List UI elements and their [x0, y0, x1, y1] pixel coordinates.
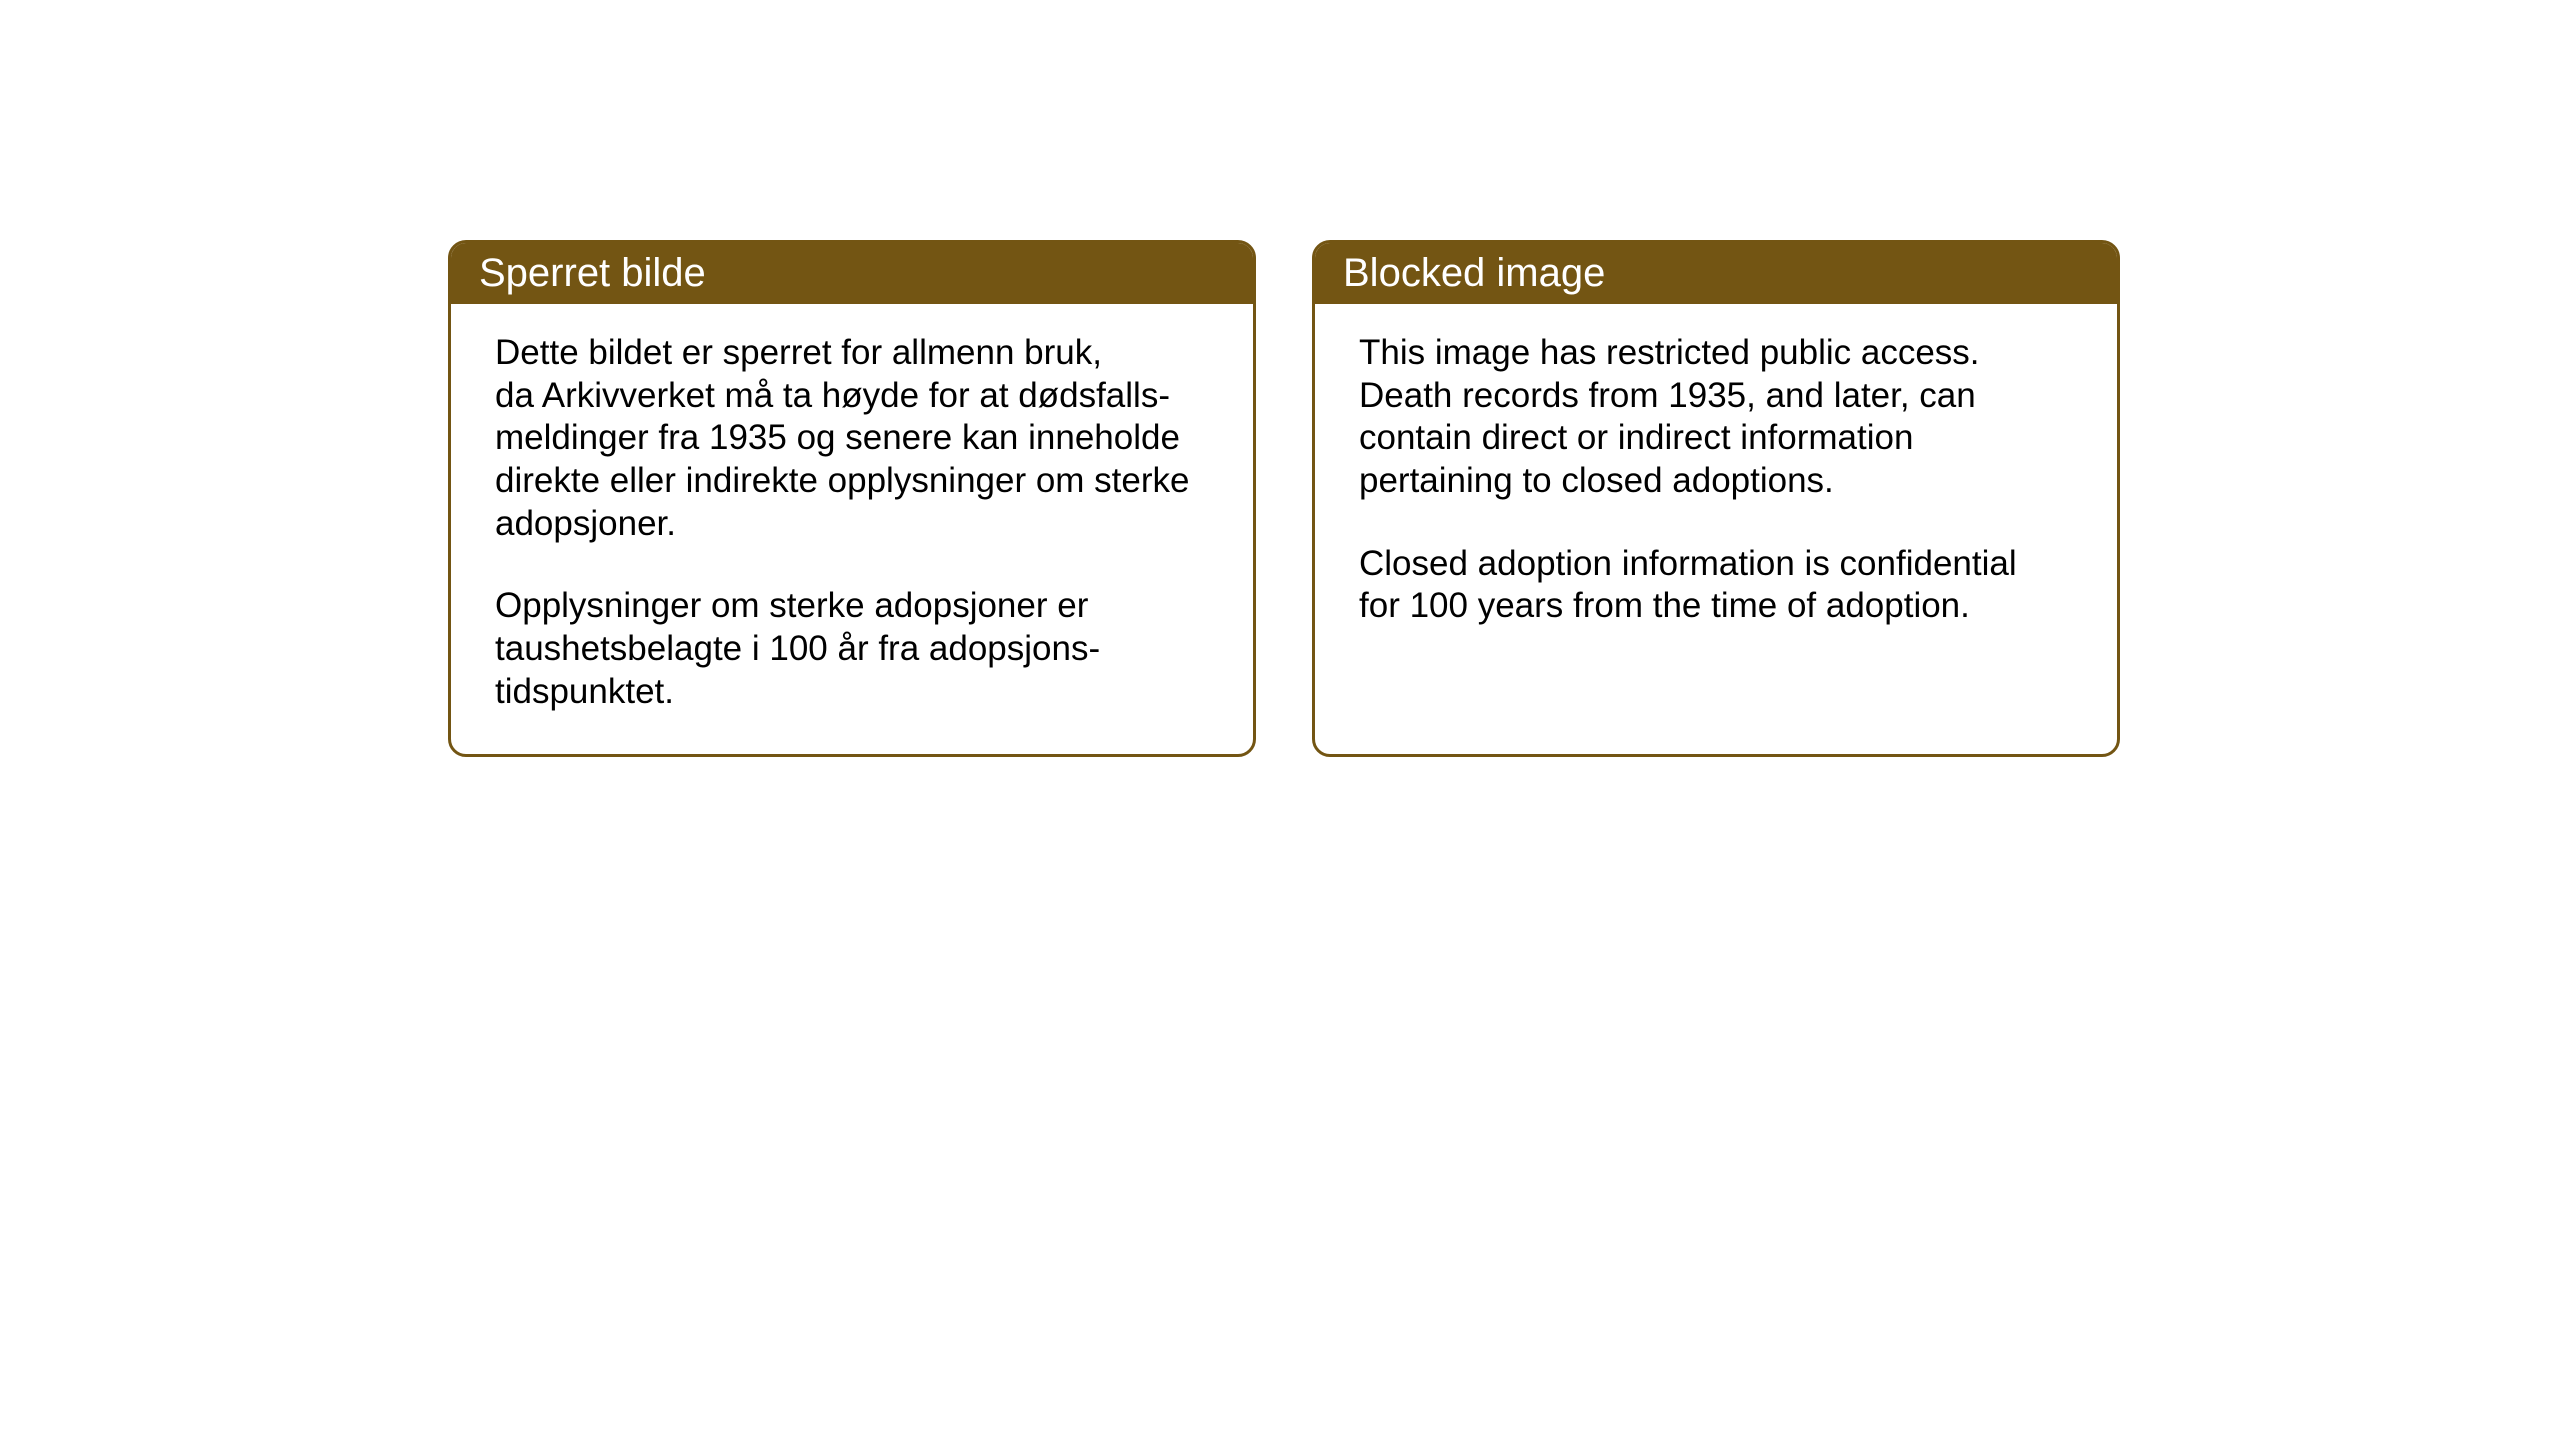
cards-container: Sperret bilde Dette bildet er sperret fo…: [448, 240, 2120, 757]
card-english-title: Blocked image: [1343, 251, 1605, 295]
card-norwegian-paragraph-1: Dette bildet er sperret for allmenn bruk…: [495, 332, 1209, 545]
card-english-paragraph-1: This image has restricted public access.…: [1359, 332, 2073, 503]
card-english-paragraph-2: Closed adoption information is confident…: [1359, 543, 2073, 628]
card-english: Blocked image This image has restricted …: [1312, 240, 2120, 757]
card-norwegian-body: Dette bildet er sperret for allmenn bruk…: [451, 304, 1253, 754]
card-norwegian-title: Sperret bilde: [479, 251, 706, 295]
card-english-body: This image has restricted public access.…: [1315, 304, 2117, 668]
card-english-header: Blocked image: [1315, 243, 2117, 304]
card-norwegian: Sperret bilde Dette bildet er sperret fo…: [448, 240, 1256, 757]
card-norwegian-header: Sperret bilde: [451, 243, 1253, 304]
card-norwegian-paragraph-2: Opplysninger om sterke adopsjoner er tau…: [495, 585, 1209, 713]
